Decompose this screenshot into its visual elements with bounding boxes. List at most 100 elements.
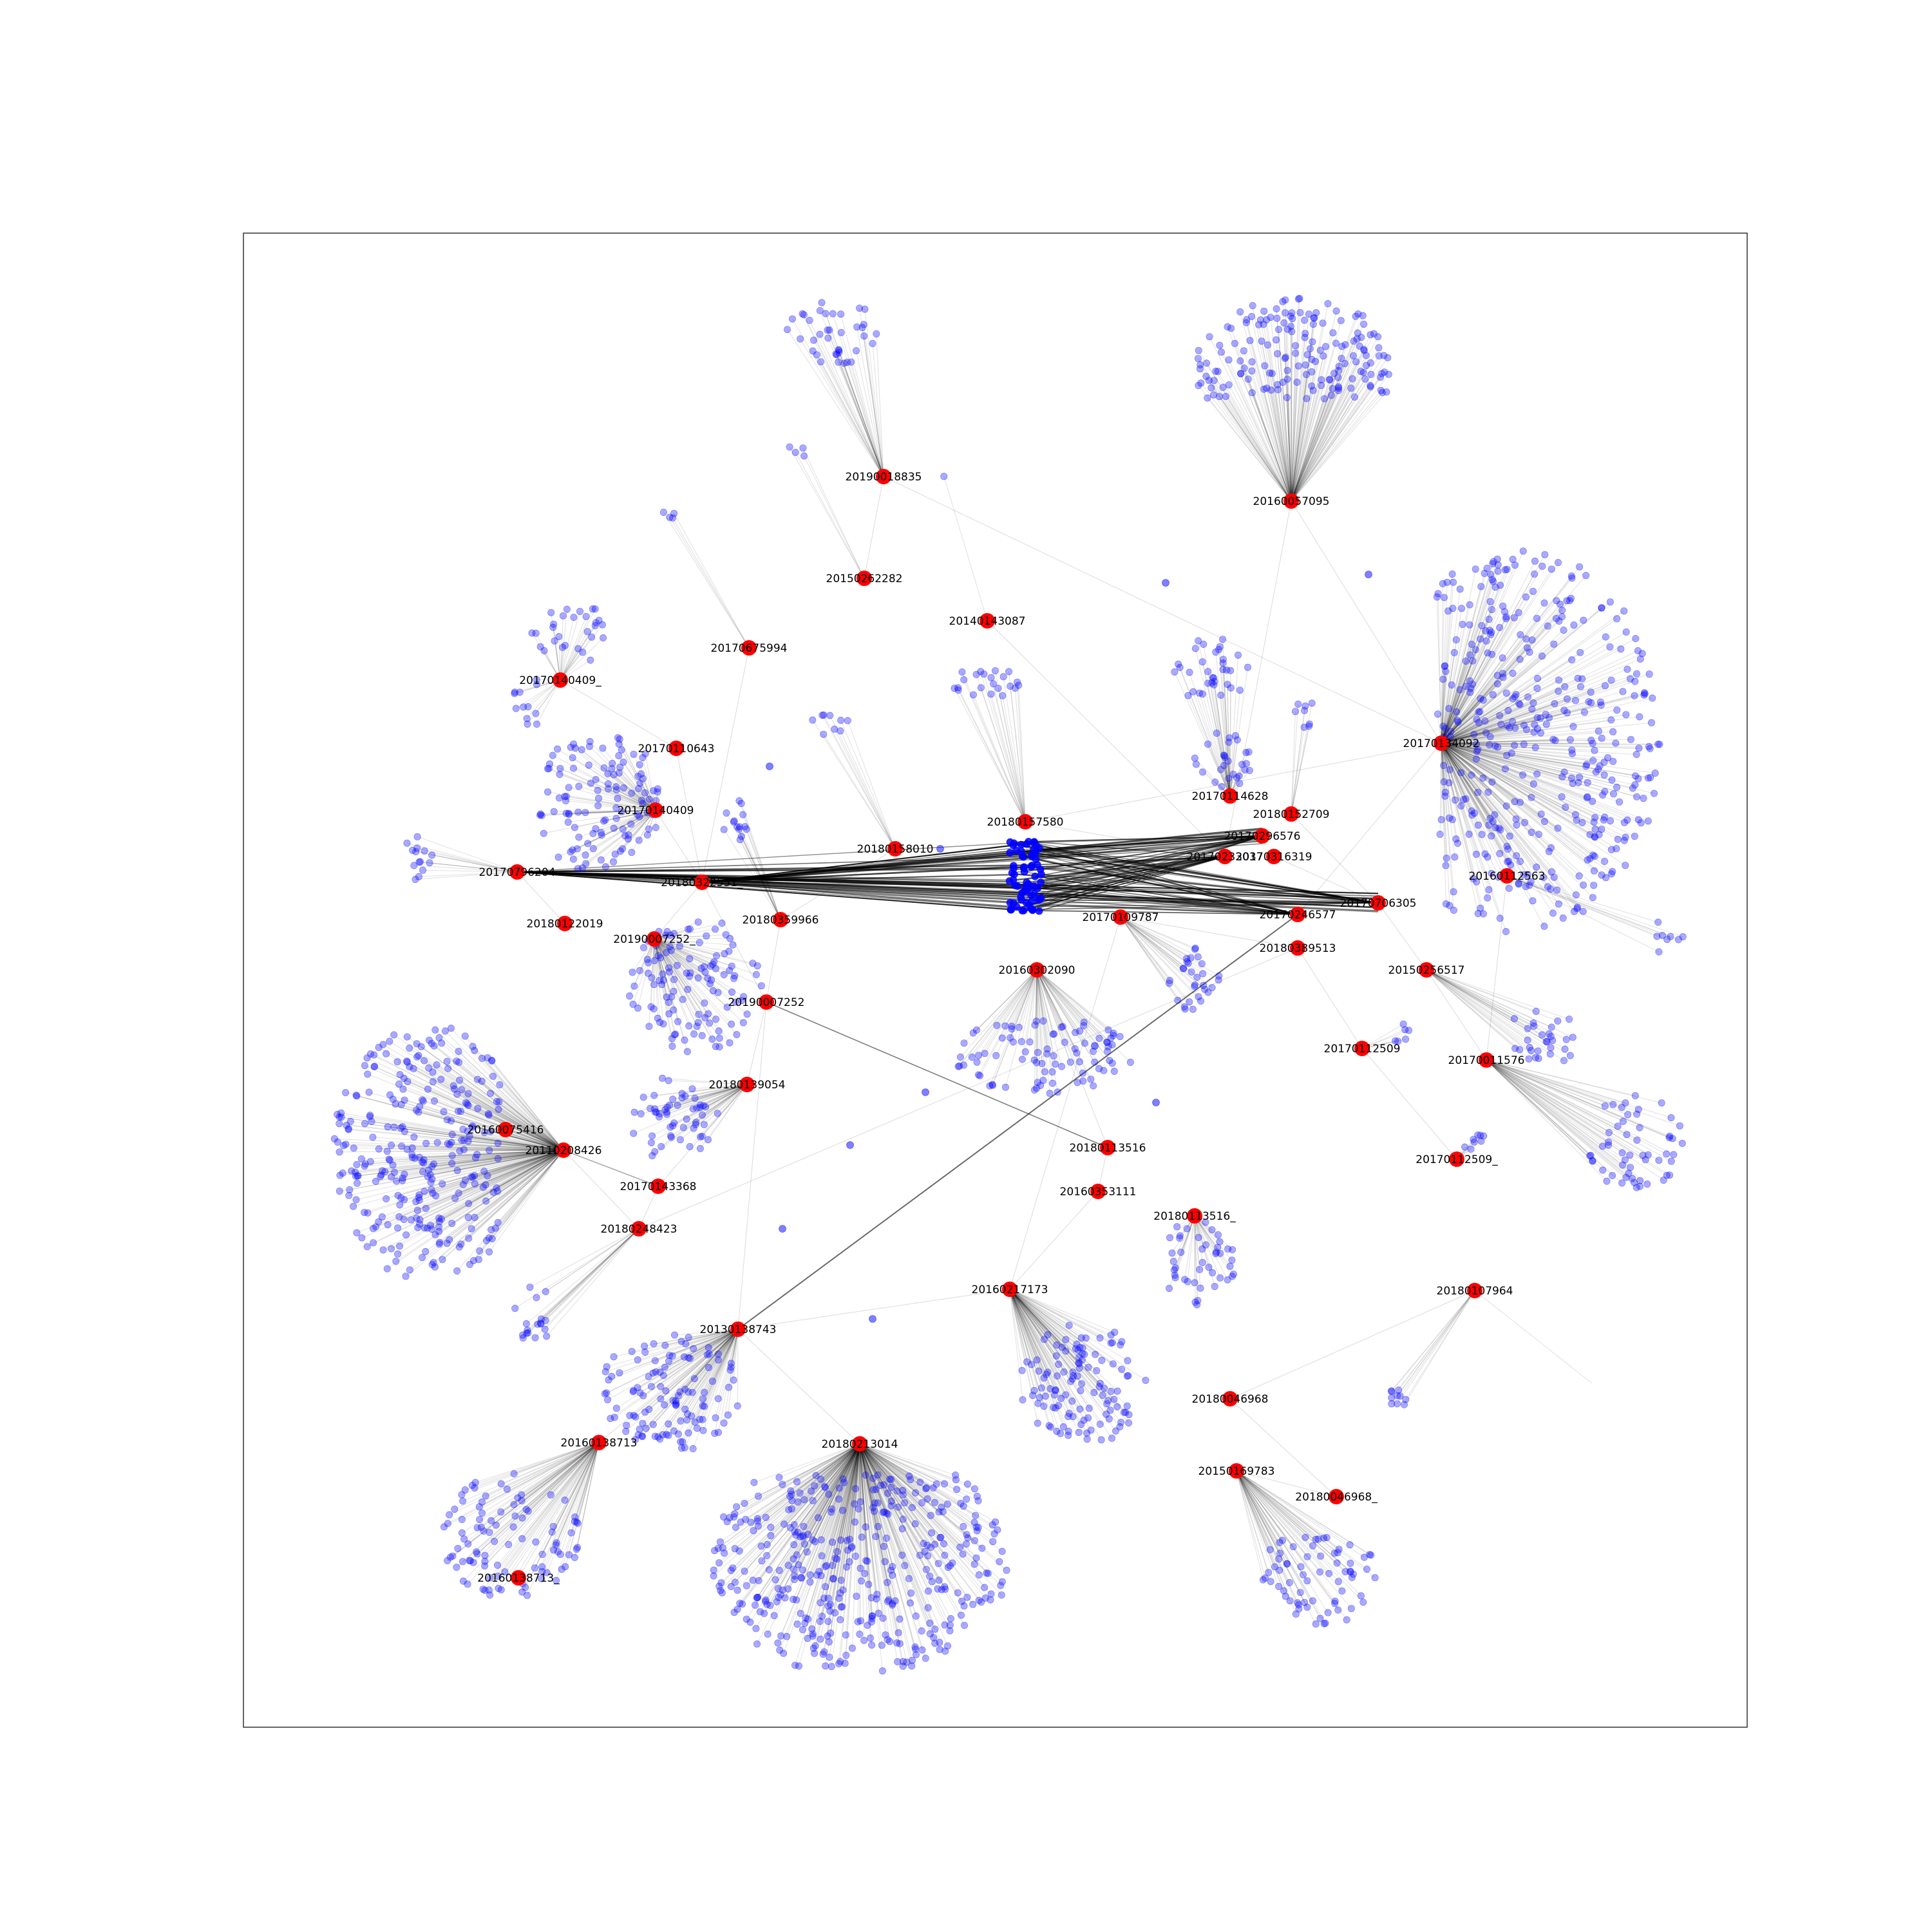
leaf-node (430, 1160, 437, 1167)
leaf-node (1294, 379, 1300, 385)
leaf-node (1533, 1008, 1539, 1014)
leaf-node (1452, 797, 1458, 803)
leaf-node (849, 1645, 855, 1651)
leaf-node (970, 692, 976, 698)
leaf-node (1292, 708, 1298, 715)
leaf-node (817, 307, 823, 314)
leaf-node (1197, 1285, 1204, 1291)
leaf-node (449, 1131, 455, 1137)
leaf-node (471, 1214, 478, 1220)
leaf-node (1631, 1179, 1637, 1186)
leaf-node (1503, 802, 1510, 809)
leaf-node (493, 1522, 499, 1528)
leaf-node (426, 1037, 432, 1043)
leaf-node (425, 1167, 431, 1173)
leaf-node (522, 1584, 529, 1591)
leaf-node (1580, 882, 1586, 888)
leaf-node (1631, 692, 1638, 699)
leaf-node (1080, 1077, 1086, 1084)
leaf-node (1475, 789, 1481, 795)
leaf-node (685, 1430, 692, 1436)
leaf-node (1539, 563, 1546, 569)
leaf-node (648, 1139, 654, 1146)
leaf-node (1444, 579, 1450, 585)
leaf-node (613, 1405, 620, 1412)
leaf-node (706, 1350, 712, 1357)
leaf-node (336, 1121, 343, 1127)
leaf-node (1483, 638, 1490, 644)
leaf-node (1310, 321, 1316, 327)
leaf-node (567, 744, 574, 750)
leaf-node (1494, 681, 1501, 687)
leaf-node (817, 1636, 824, 1642)
leaf-node (1609, 868, 1616, 875)
hub-hub-edge (1362, 1048, 1457, 1159)
leaf-node (424, 1086, 431, 1092)
leaf-node (1217, 1238, 1223, 1245)
hub-leaf-edge (1405, 1291, 1475, 1405)
leaf-node (654, 1015, 661, 1021)
leaf-node (1295, 701, 1302, 707)
leaf-node (1624, 1132, 1630, 1138)
leaf-node (1203, 373, 1209, 379)
leaf-node (1243, 749, 1249, 755)
leaf-node (437, 1239, 443, 1245)
leaf-node (726, 935, 733, 942)
leaf-node (565, 810, 572, 817)
leaf-node (1601, 772, 1607, 778)
leaf-node (1622, 834, 1629, 840)
leaf-node (965, 1535, 971, 1541)
leaf-node (1529, 637, 1535, 643)
leaf-node (1127, 1059, 1133, 1065)
hub-leaf-edge (670, 517, 749, 648)
leaf-node (1636, 714, 1643, 720)
leaf-node (1477, 696, 1484, 702)
leaf-node (1624, 1112, 1631, 1118)
leaf-node (1341, 360, 1348, 366)
leaf-node (918, 1627, 925, 1634)
leaf-node (837, 717, 844, 723)
leaf-node (414, 833, 421, 840)
leaf-node (810, 1497, 816, 1504)
leaf-node (1224, 667, 1230, 673)
leaf-node (406, 1267, 413, 1273)
leaf-node (1450, 605, 1456, 611)
leaf-node (1627, 736, 1634, 743)
leaf-node (560, 612, 566, 619)
leaf-node (466, 1235, 472, 1242)
leaf-node (1053, 1352, 1059, 1359)
leaf-node (1230, 771, 1236, 777)
leaf-node (1633, 670, 1640, 677)
leaf-node (879, 1667, 886, 1674)
leaf-node (650, 981, 657, 988)
leaf-node (616, 770, 622, 776)
leaf-node (587, 657, 594, 663)
leaf-node (1614, 706, 1620, 713)
leaf-node (413, 1054, 420, 1060)
leaf-node (1517, 631, 1524, 638)
leaf-node (393, 1258, 399, 1264)
leaf-node (609, 760, 616, 766)
hub-hub-edge (702, 648, 749, 882)
leaf-node (1199, 769, 1206, 775)
leaf-node (1063, 1392, 1069, 1398)
leaf-node (1245, 376, 1251, 383)
leaf-node (361, 1121, 368, 1127)
leaf-node (1264, 341, 1271, 348)
hub-leaf-edge (526, 1229, 639, 1324)
leaf-node (699, 1416, 706, 1423)
leaf-node (540, 830, 547, 837)
leaf-node (399, 1124, 406, 1130)
leaf-node (1472, 647, 1479, 653)
leaf-node (564, 606, 570, 612)
leaf-node (1204, 395, 1211, 401)
leaf-node (1117, 1341, 1124, 1348)
leaf-node (641, 1343, 647, 1349)
leaf-node (1019, 1367, 1025, 1374)
leaf-node (1497, 850, 1503, 857)
leaf-node (1325, 300, 1331, 307)
leaf-node (1205, 668, 1211, 675)
leaf-node (1513, 822, 1520, 828)
leaf-node (1517, 858, 1523, 864)
leaf-node (699, 1112, 705, 1118)
